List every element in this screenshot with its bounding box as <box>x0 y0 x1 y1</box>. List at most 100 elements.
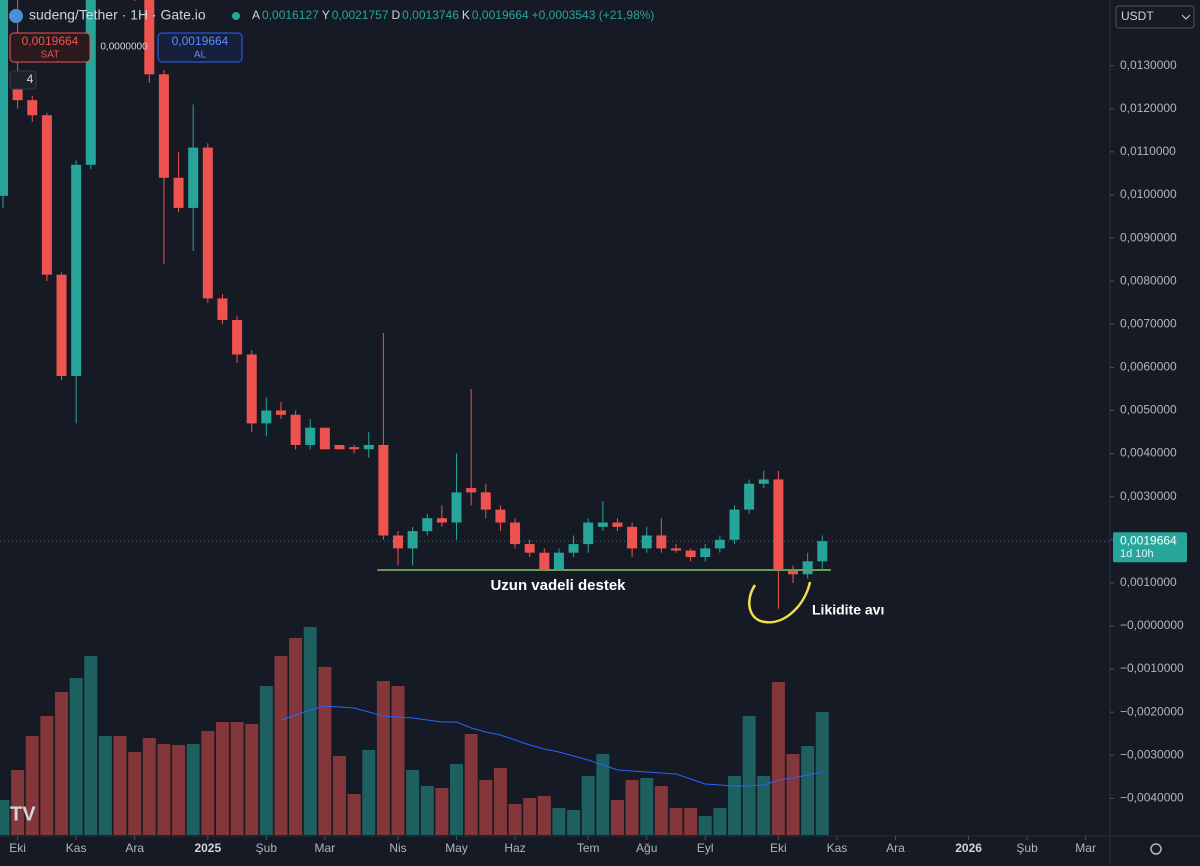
volume-bar <box>0 800 10 835</box>
x-tick-label: Mar <box>1075 841 1096 855</box>
ohlc-value: 0,0021757 <box>332 8 389 22</box>
volume-bar <box>303 627 317 835</box>
price-tag-value: 0,0019664 <box>1120 533 1177 547</box>
candle-body <box>714 539 725 549</box>
candle-body <box>407 531 418 549</box>
volume-bar <box>69 678 83 835</box>
dropdown-arrow <box>1181 14 1191 20</box>
candle-body <box>188 147 199 208</box>
candle-body <box>349 447 360 450</box>
candle-body <box>27 100 38 116</box>
y-tick-label: 0,0040000 <box>1120 446 1177 460</box>
volume-bar <box>142 738 156 835</box>
candle-body <box>729 509 740 540</box>
candle-body <box>144 0 155 75</box>
ohlc-key: D <box>392 8 401 22</box>
candle-body <box>539 552 550 570</box>
x-tick-label: Ara <box>886 841 905 855</box>
volume-bar <box>55 692 69 835</box>
candle-body <box>583 522 594 545</box>
y-tick-label: −0,0020000 <box>1120 704 1184 718</box>
candle-body <box>480 492 491 510</box>
x-tick-label: Eki <box>9 841 26 855</box>
volume-bar <box>698 816 712 835</box>
spread: 0,0000000 <box>100 42 148 53</box>
volume-bar <box>332 756 346 835</box>
currency-select[interactable] <box>1115 5 1195 29</box>
buy-button[interactable] <box>157 32 243 63</box>
volume-bar <box>318 667 332 835</box>
indicator-toggle[interactable] <box>9 70 37 90</box>
ohlc-value: 0,0019664 <box>472 8 529 22</box>
volume-bar <box>684 808 698 835</box>
volume-bar <box>610 800 624 835</box>
candle-body <box>685 550 696 558</box>
price-tag <box>1113 532 1187 563</box>
candle-body <box>232 319 243 355</box>
ohlc-value: 0,0016127 <box>262 8 319 22</box>
y-tick-label: 0,0010000 <box>1120 575 1177 589</box>
y-tick-label: −0,0000000 <box>1120 618 1184 632</box>
volume-bar <box>669 808 683 835</box>
symbol: sudeng/Tether · 1H · Gate.io <box>29 7 206 23</box>
volume-bar <box>289 638 303 835</box>
candle-body <box>56 274 67 376</box>
change: +0,0003543 (+21,98%) <box>532 8 655 22</box>
volume-bar <box>186 744 200 835</box>
x-tick-label: Haz <box>504 841 525 855</box>
candle-body <box>0 0 8 196</box>
candle-body <box>495 509 506 523</box>
candle-body <box>641 535 652 549</box>
volume-bar <box>742 716 756 835</box>
x-tick-label: 2025 <box>194 841 221 855</box>
volume-bar <box>640 778 654 835</box>
volume-bar <box>537 796 551 835</box>
volume-bar <box>172 745 186 835</box>
plot-area <box>0 0 1110 835</box>
y-tick-label: 0,0050000 <box>1120 403 1177 417</box>
candle-body <box>158 74 169 178</box>
y-tick-label: 0,0120000 <box>1120 101 1177 115</box>
volume-bar <box>420 786 434 835</box>
volume-bar <box>230 722 244 835</box>
candle-body <box>290 414 301 445</box>
status-dot <box>232 12 240 20</box>
settings-icon[interactable] <box>1150 843 1162 855</box>
ohlc-row: A 0,0016127 Y 0,0021757 D 0,0013746 K 0,0019664… <box>252 8 654 22</box>
x-tick-label: Ağu <box>636 841 657 855</box>
candle-body <box>758 479 769 484</box>
sell-label: SAT <box>41 50 60 61</box>
volume-bar <box>464 734 478 835</box>
candle-body <box>627 526 638 549</box>
x-tick-label: Eyl <box>697 841 714 855</box>
candle-body <box>275 410 286 415</box>
candle-body <box>612 522 623 527</box>
volume-bar <box>201 731 215 835</box>
x-tick-label: Kas <box>66 841 87 855</box>
volume-bar <box>625 780 639 835</box>
y-tick-label: −0,0010000 <box>1120 661 1184 675</box>
candle-body <box>773 479 784 570</box>
sell-button[interactable] <box>9 32 91 63</box>
x-tick-label: Şub <box>256 841 278 855</box>
x-tick-label: Tem <box>577 841 600 855</box>
candle-body <box>393 535 404 549</box>
volume-bar <box>376 681 390 835</box>
candle-body <box>436 518 447 523</box>
volume-bar <box>493 768 507 835</box>
volume-bar <box>128 752 142 835</box>
candle-body <box>466 488 477 493</box>
volume-bar <box>406 770 420 835</box>
candle-body <box>334 444 345 450</box>
volume-bar <box>523 798 537 835</box>
candle-body <box>363 444 374 450</box>
volume-bar <box>771 682 785 835</box>
buy-label: AL <box>194 50 207 61</box>
volume-bar <box>757 776 771 835</box>
candle-body <box>378 444 389 536</box>
x-tick-label: Eki <box>770 841 787 855</box>
volume-bar <box>552 808 566 835</box>
candle-body <box>553 552 564 570</box>
ohlc-key: A <box>252 8 260 22</box>
